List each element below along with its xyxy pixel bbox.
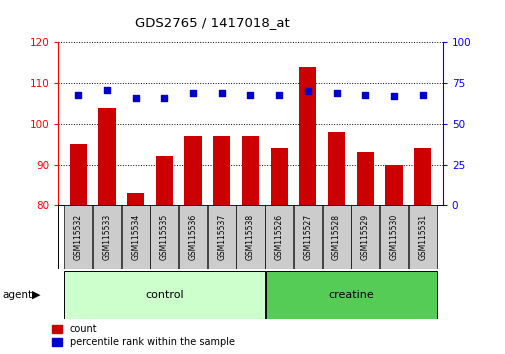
Point [131, 95, 139, 101]
Bar [241, 136, 259, 205]
Text: ▶: ▶ [32, 290, 40, 300]
Bar [127, 193, 144, 205]
Text: control: control [145, 290, 183, 300]
FancyBboxPatch shape [150, 205, 178, 269]
Bar [213, 136, 230, 205]
Text: GSM115529: GSM115529 [360, 214, 369, 260]
FancyBboxPatch shape [265, 205, 293, 269]
FancyBboxPatch shape [350, 205, 379, 269]
Bar [156, 156, 173, 205]
Point [103, 87, 111, 92]
Bar [270, 148, 287, 205]
Text: GSM115538: GSM115538 [245, 214, 255, 260]
Bar [98, 108, 115, 205]
Point [389, 93, 397, 99]
Bar [327, 132, 344, 205]
Text: GSM115536: GSM115536 [188, 214, 197, 260]
Text: GSM115535: GSM115535 [160, 214, 169, 260]
Bar [298, 67, 316, 205]
FancyBboxPatch shape [322, 205, 350, 269]
Point [361, 92, 369, 97]
Text: GSM115531: GSM115531 [417, 214, 426, 260]
Text: GSM115528: GSM115528 [331, 214, 340, 260]
Text: GSM115526: GSM115526 [274, 214, 283, 260]
Legend: count, percentile rank within the sample: count, percentile rank within the sample [50, 322, 236, 349]
Point [275, 92, 283, 97]
FancyBboxPatch shape [64, 205, 92, 269]
Text: GSM115533: GSM115533 [103, 214, 111, 260]
FancyBboxPatch shape [93, 205, 121, 269]
Point [303, 88, 311, 94]
FancyBboxPatch shape [64, 271, 264, 319]
FancyBboxPatch shape [379, 205, 407, 269]
Text: GSM115532: GSM115532 [74, 214, 83, 260]
FancyBboxPatch shape [207, 205, 235, 269]
Point [332, 90, 340, 96]
Point [246, 92, 254, 97]
Text: GSM115530: GSM115530 [389, 214, 397, 260]
FancyBboxPatch shape [293, 205, 321, 269]
Text: GDS2765 / 1417018_at: GDS2765 / 1417018_at [135, 16, 289, 29]
FancyBboxPatch shape [179, 205, 207, 269]
Text: GSM115537: GSM115537 [217, 214, 226, 260]
Bar [184, 136, 201, 205]
Point [189, 90, 197, 96]
Point [418, 92, 426, 97]
Point [217, 90, 225, 96]
Text: GSM115527: GSM115527 [303, 214, 312, 260]
Text: GSM115534: GSM115534 [131, 214, 140, 260]
Point [74, 92, 82, 97]
Bar [385, 165, 402, 205]
FancyBboxPatch shape [121, 205, 149, 269]
Bar [356, 152, 373, 205]
Point [160, 95, 168, 101]
Text: creatine: creatine [328, 290, 373, 300]
FancyBboxPatch shape [408, 205, 436, 269]
Bar [70, 144, 87, 205]
Text: agent: agent [3, 290, 33, 300]
FancyBboxPatch shape [236, 205, 264, 269]
Bar [413, 148, 430, 205]
FancyBboxPatch shape [265, 271, 436, 319]
